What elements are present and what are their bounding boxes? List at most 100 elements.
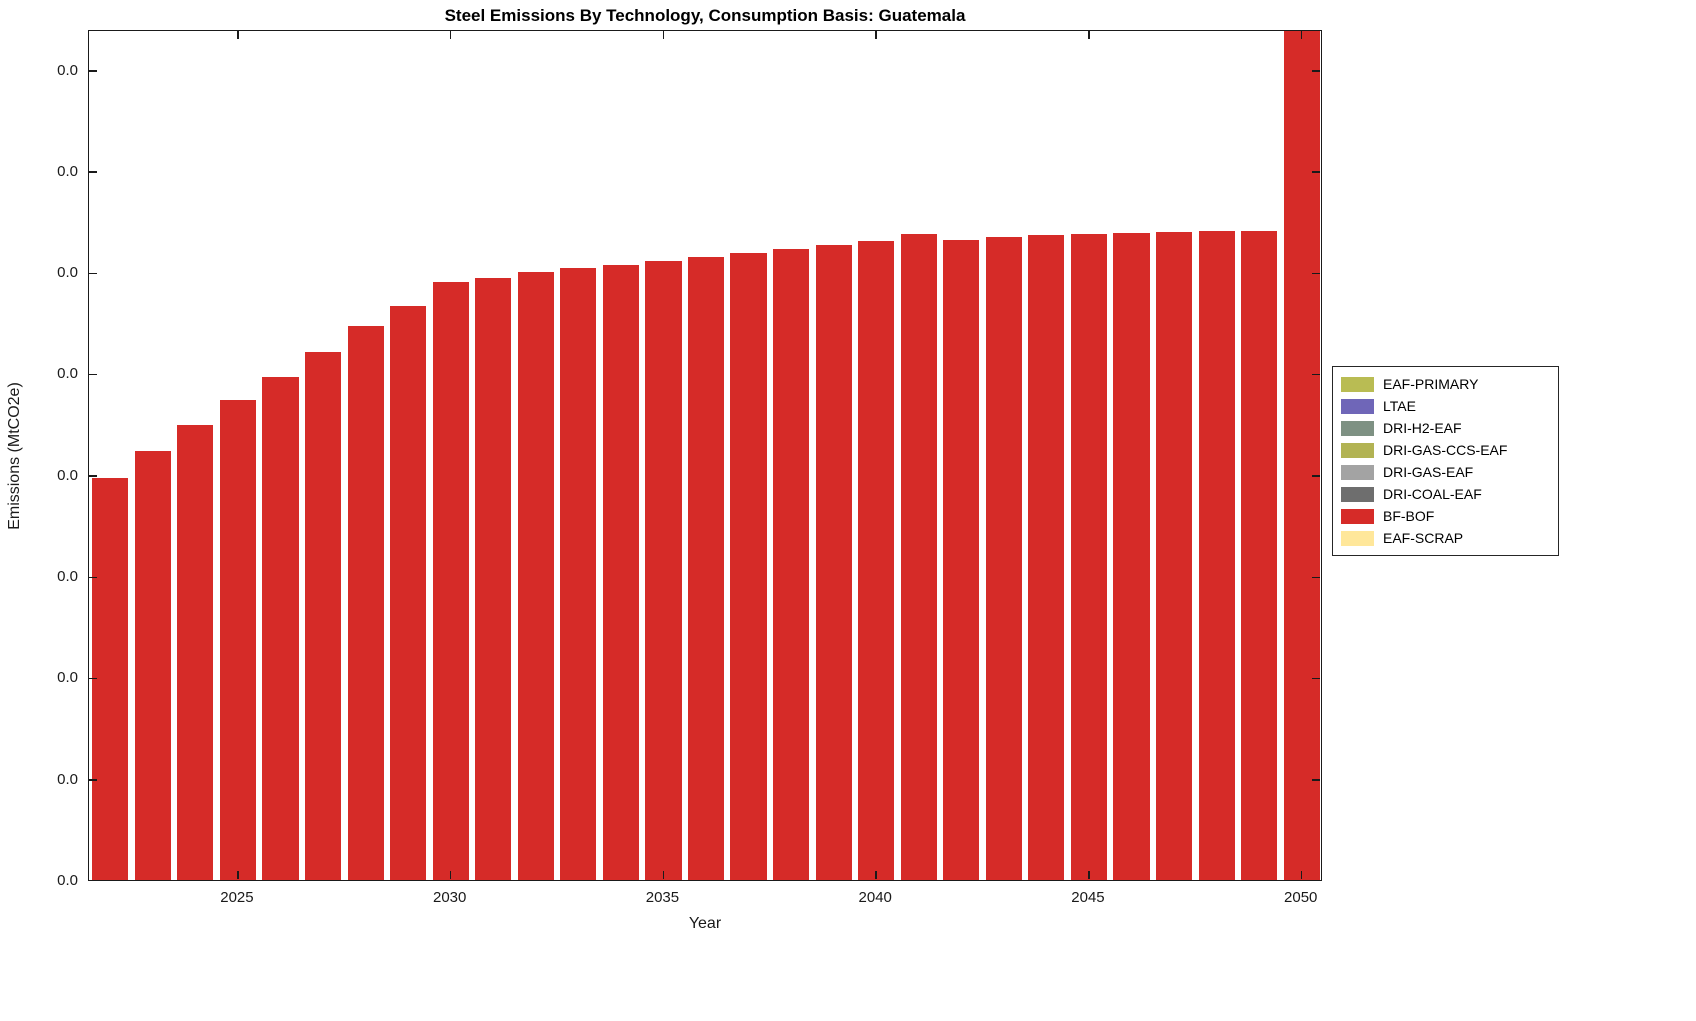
bar-2029 xyxy=(390,305,427,880)
y-tick-mark xyxy=(1312,373,1320,376)
legend-entry-ltae: LTAE xyxy=(1341,395,1548,417)
y-tick-label: 0.0 xyxy=(57,669,78,687)
y-tick-mark xyxy=(1312,475,1320,477)
bar-2048 xyxy=(1198,230,1235,880)
bar-2025 xyxy=(219,399,256,880)
bar-2031 xyxy=(475,278,512,880)
legend-swatch xyxy=(1341,464,1374,480)
legend-entry-eaf-primary: EAF-PRIMARY xyxy=(1341,373,1548,395)
bar-2022 xyxy=(92,477,129,880)
y-tick-label: 0.0 xyxy=(57,61,78,79)
y-axis-label: Emissions (MtCO2e) xyxy=(6,382,23,530)
bar-2047 xyxy=(1155,231,1193,880)
y-tick-mark xyxy=(89,171,97,173)
x-tick-label: 2040 xyxy=(858,889,892,906)
legend-label: BF-BOF xyxy=(1383,508,1435,524)
legend-entry-bf-bof: BF-BOF xyxy=(1341,505,1548,527)
legend-entry-dri-coal-eaf: DRI-COAL-EAF xyxy=(1341,483,1548,505)
y-tick-label: 0.0 xyxy=(57,162,78,180)
legend-entry-dri-h2-eaf: DRI-H2-EAF xyxy=(1341,417,1548,439)
bar-2050 xyxy=(1283,31,1320,880)
bar-2041 xyxy=(900,233,937,880)
bar-2037 xyxy=(730,252,767,880)
legend-entry-dri-gas-eaf: DRI-GAS-EAF xyxy=(1341,461,1548,483)
x-tick-mark xyxy=(449,871,452,879)
bar-2046 xyxy=(1113,232,1150,880)
x-tick-mark xyxy=(237,31,239,39)
bar-2024 xyxy=(177,425,214,880)
y-tick-mark xyxy=(1312,70,1320,72)
y-tick-label: 0.0 xyxy=(57,872,78,889)
legend: EAF-PRIMARY LTAE DRI-H2-EAF DRI-GAS-CCS-EAF… xyxy=(1332,366,1559,556)
bar-2043 xyxy=(985,236,1022,880)
y-tick-mark xyxy=(1312,881,1320,882)
y-tick-mark xyxy=(1312,171,1320,173)
legend-label: DRI-COAL-EAF xyxy=(1383,486,1482,502)
y-tick-mark xyxy=(1312,677,1320,680)
bar-2036 xyxy=(687,256,725,880)
legend-label: DRI-GAS-CCS-EAF xyxy=(1383,442,1508,458)
legend-swatch xyxy=(1341,486,1374,502)
legend-swatch xyxy=(1341,508,1374,524)
legend-label: EAF-SCRAP xyxy=(1383,530,1464,546)
chart-title: Steel Emissions By Technology, Consumpti… xyxy=(444,6,966,25)
bar-2033 xyxy=(560,268,597,880)
legend-swatch xyxy=(1341,376,1374,392)
legend-label: EAF-PRIMARY xyxy=(1383,376,1479,392)
y-tick-mark xyxy=(89,881,97,882)
y-tick-label: 0.0 xyxy=(57,568,78,586)
y-tick-mark xyxy=(89,576,97,579)
x-tick-label: 2050 xyxy=(1284,889,1318,906)
x-tick-mark xyxy=(1300,871,1303,879)
bar-2040 xyxy=(858,240,895,880)
y-tick-label: 0.0 xyxy=(57,466,78,484)
bar-2027 xyxy=(304,352,342,880)
y-tick-mark xyxy=(89,373,97,376)
x-tick-label: 2025 xyxy=(220,889,254,906)
legend-label: DRI-H2-EAF xyxy=(1383,420,1462,436)
x-tick-mark xyxy=(1088,31,1090,39)
y-tick-label: 0.0 xyxy=(57,365,78,383)
legend-swatch xyxy=(1341,398,1374,414)
y-tick-mark xyxy=(1312,779,1320,781)
legend-label: LTAE xyxy=(1383,398,1416,414)
x-tick-mark xyxy=(875,871,877,879)
legend-entry-eaf-scrap: EAF-SCRAP xyxy=(1341,527,1548,549)
bar-2049 xyxy=(1241,230,1278,880)
bar-2038 xyxy=(773,248,810,880)
bar-2045 xyxy=(1070,233,1108,880)
bar-2035 xyxy=(645,261,682,880)
legend-swatch xyxy=(1341,442,1374,458)
x-tick-mark xyxy=(875,31,877,39)
y-tick-mark xyxy=(89,70,97,72)
legend-entry-dri-gas-ccs-eaf: DRI-GAS-CCS-EAF xyxy=(1341,439,1548,461)
x-tick-mark xyxy=(1300,31,1303,39)
x-axis-label: Year xyxy=(688,915,722,932)
y-tick-mark xyxy=(89,677,97,680)
y-tick-mark xyxy=(89,779,97,781)
x-tick-mark xyxy=(662,871,665,879)
x-tick-label: 2035 xyxy=(645,889,680,906)
bar-2028 xyxy=(347,325,384,880)
y-tick-mark xyxy=(89,272,97,275)
y-tick-mark xyxy=(1312,272,1320,275)
x-tick-label: 2030 xyxy=(433,889,467,906)
x-tick-mark xyxy=(449,31,452,39)
y-tick-mark xyxy=(89,475,97,477)
legend-swatch xyxy=(1341,420,1374,436)
x-tick-mark xyxy=(1088,871,1090,879)
bar-2044 xyxy=(1028,234,1065,880)
x-tick-mark xyxy=(237,871,239,879)
bar-2039 xyxy=(815,244,852,880)
legend-label: DRI-GAS-EAF xyxy=(1383,464,1474,480)
bar-2023 xyxy=(134,451,171,880)
bar-2026 xyxy=(262,376,299,880)
y-tick-label: 0.0 xyxy=(57,264,78,282)
bar-2034 xyxy=(602,265,639,880)
plot-area xyxy=(88,30,1322,881)
legend-swatch xyxy=(1341,530,1374,546)
bar-2032 xyxy=(517,272,554,880)
y-tick-mark xyxy=(1312,576,1320,579)
x-tick-label: 2045 xyxy=(1071,889,1105,906)
